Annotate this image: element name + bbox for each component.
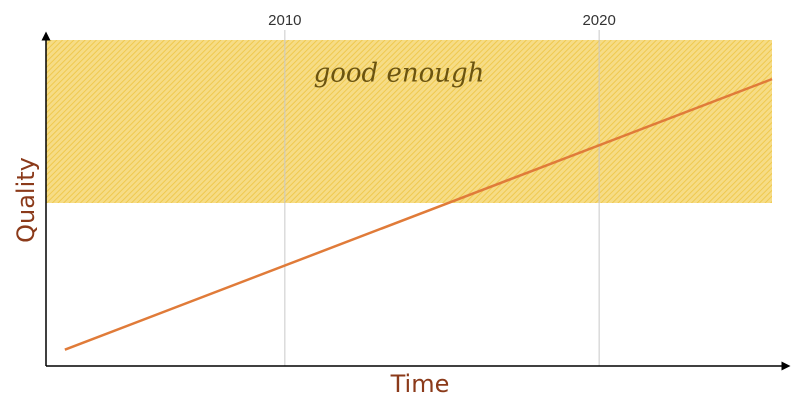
x-tick-label: 2010 <box>268 12 301 29</box>
good-enough-band <box>46 40 772 203</box>
quality-line <box>64 77 773 351</box>
plot: good enough 2010 2020 <box>46 12 773 366</box>
x-axis-label: Time <box>390 370 450 398</box>
band-label: good enough <box>314 59 485 89</box>
x-tick-label: 2020 <box>582 12 615 29</box>
y-axis-label: Quality <box>12 157 40 243</box>
